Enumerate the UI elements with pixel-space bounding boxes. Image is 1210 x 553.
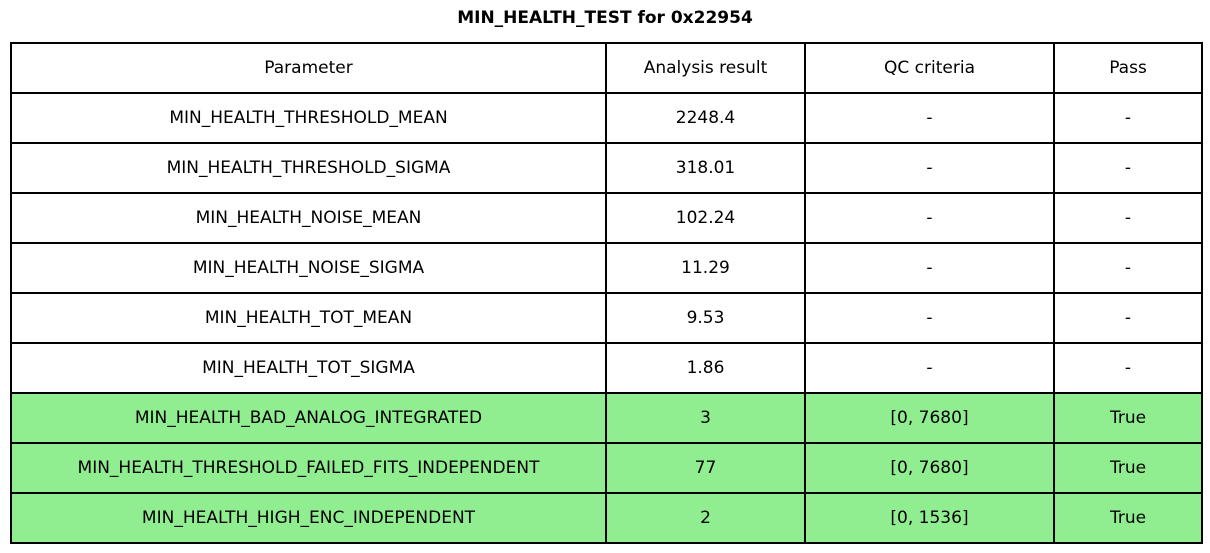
cell-pass: -: [1053, 92, 1203, 144]
table-row: MIN_HEALTH_TOT_MEAN 9.53 - -: [10, 292, 1203, 344]
cell-pass: -: [1053, 142, 1203, 194]
cell-qc-criteria: -: [804, 242, 1055, 294]
cell-qc-criteria: [0, 1536]: [804, 492, 1055, 544]
cell-parameter: MIN_HEALTH_NOISE_MEAN: [10, 192, 607, 244]
table-row: MIN_HEALTH_THRESHOLD_MEAN 2248.4 - -: [10, 92, 1203, 144]
figure-title: MIN_HEALTH_TEST for 0x22954: [457, 8, 753, 28]
cell-analysis-result: 102.24: [605, 192, 806, 244]
cell-pass: -: [1053, 292, 1203, 344]
column-header-analysis-result: Analysis result: [605, 42, 806, 94]
cell-parameter: MIN_HEALTH_THRESHOLD_MEAN: [10, 92, 607, 144]
table-row: MIN_HEALTH_NOISE_SIGMA 11.29 - -: [10, 242, 1203, 294]
column-header-parameter: Parameter: [10, 42, 607, 94]
cell-analysis-result: 77: [605, 442, 806, 494]
table-row: MIN_HEALTH_THRESHOLD_SIGMA 318.01 - -: [10, 142, 1203, 194]
cell-qc-criteria: -: [804, 192, 1055, 244]
cell-parameter: MIN_HEALTH_THRESHOLD_FAILED_FITS_INDEPEN…: [10, 442, 607, 494]
cell-parameter: MIN_HEALTH_NOISE_SIGMA: [10, 242, 607, 294]
cell-parameter: MIN_HEALTH_TOT_MEAN: [10, 292, 607, 344]
cell-pass: True: [1053, 442, 1203, 494]
cell-parameter: MIN_HEALTH_THRESHOLD_SIGMA: [10, 142, 607, 194]
table-row-pass: MIN_HEALTH_THRESHOLD_FAILED_FITS_INDEPEN…: [10, 442, 1203, 494]
cell-pass: -: [1053, 342, 1203, 394]
cell-qc-criteria: -: [804, 92, 1055, 144]
cell-qc-criteria: -: [804, 142, 1055, 194]
cell-analysis-result: 11.29: [605, 242, 806, 294]
cell-parameter: MIN_HEALTH_HIGH_ENC_INDEPENDENT: [10, 492, 607, 544]
cell-analysis-result: 3: [605, 392, 806, 444]
cell-parameter: MIN_HEALTH_TOT_SIGMA: [10, 342, 607, 394]
table-row: MIN_HEALTH_NOISE_MEAN 102.24 - -: [10, 192, 1203, 244]
column-header-qc-criteria: QC criteria: [804, 42, 1055, 94]
cell-pass: -: [1053, 242, 1203, 294]
cell-analysis-result: 9.53: [605, 292, 806, 344]
qc-results-table: Parameter Analysis result QC criteria Pa…: [10, 42, 1203, 544]
table-row-pass: MIN_HEALTH_BAD_ANALOG_INTEGRATED 3 [0, 7…: [10, 392, 1203, 444]
cell-analysis-result: 1.86: [605, 342, 806, 394]
cell-pass: True: [1053, 492, 1203, 544]
column-header-pass: Pass: [1053, 42, 1203, 94]
cell-parameter: MIN_HEALTH_BAD_ANALOG_INTEGRATED: [10, 392, 607, 444]
table-row: MIN_HEALTH_TOT_SIGMA 1.86 - -: [10, 342, 1203, 394]
cell-qc-criteria: -: [804, 292, 1055, 344]
table-header-row: Parameter Analysis result QC criteria Pa…: [10, 42, 1203, 94]
table-row-pass: MIN_HEALTH_HIGH_ENC_INDEPENDENT 2 [0, 15…: [10, 492, 1203, 544]
cell-qc-criteria: [0, 7680]: [804, 442, 1055, 494]
cell-qc-criteria: [0, 7680]: [804, 392, 1055, 444]
cell-pass: True: [1053, 392, 1203, 444]
cell-analysis-result: 2248.4: [605, 92, 806, 144]
cell-pass: -: [1053, 192, 1203, 244]
cell-analysis-result: 318.01: [605, 142, 806, 194]
cell-qc-criteria: -: [804, 342, 1055, 394]
cell-analysis-result: 2: [605, 492, 806, 544]
